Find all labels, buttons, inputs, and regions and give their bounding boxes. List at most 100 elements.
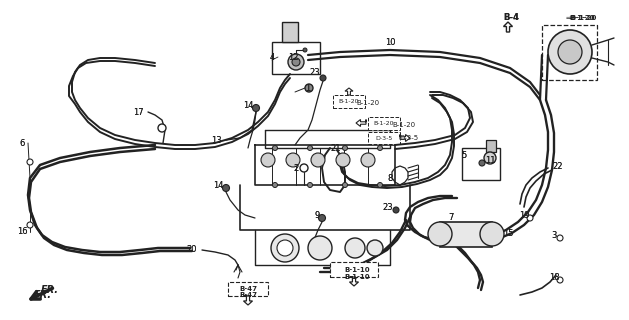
Circle shape <box>320 75 326 81</box>
Text: 2: 2 <box>293 164 299 172</box>
Text: 16: 16 <box>17 228 27 236</box>
Text: B-1-20: B-1-20 <box>392 122 416 128</box>
Circle shape <box>261 153 275 167</box>
Bar <box>272 42 320 74</box>
Circle shape <box>158 124 166 132</box>
Text: B-1-20: B-1-20 <box>357 100 379 106</box>
Bar <box>542 25 597 80</box>
Text: 18: 18 <box>548 274 559 283</box>
Circle shape <box>277 240 293 256</box>
Text: 21: 21 <box>331 143 342 153</box>
Bar <box>486 140 496 152</box>
Text: 14: 14 <box>243 100 253 109</box>
Polygon shape <box>345 88 353 95</box>
Circle shape <box>361 153 375 167</box>
Text: 3: 3 <box>551 230 557 239</box>
Text: 10: 10 <box>385 37 395 46</box>
Text: 14: 14 <box>213 180 223 189</box>
Circle shape <box>303 48 307 52</box>
Text: 21: 21 <box>331 143 342 153</box>
Text: 6: 6 <box>19 139 25 148</box>
Circle shape <box>377 182 382 188</box>
Bar <box>333 95 365 108</box>
Text: B-1-20: B-1-20 <box>374 121 394 125</box>
Text: B-4: B-4 <box>503 12 519 21</box>
Circle shape <box>557 235 563 241</box>
Circle shape <box>480 222 504 246</box>
Bar <box>228 282 268 296</box>
Circle shape <box>308 146 313 150</box>
Text: 14: 14 <box>213 180 223 189</box>
Text: 23: 23 <box>382 203 393 212</box>
Text: 23: 23 <box>309 68 320 76</box>
Bar <box>330 262 378 277</box>
Text: 12: 12 <box>287 52 298 61</box>
Text: 18: 18 <box>548 274 559 283</box>
Text: 13: 13 <box>211 135 221 145</box>
Text: 23: 23 <box>382 203 393 212</box>
Circle shape <box>305 84 313 92</box>
Text: 4: 4 <box>269 52 275 61</box>
Text: B-47: B-47 <box>239 292 257 298</box>
Circle shape <box>479 160 485 166</box>
Circle shape <box>311 153 325 167</box>
Text: 11: 11 <box>485 156 495 164</box>
Circle shape <box>343 182 347 188</box>
Text: 8: 8 <box>387 173 392 182</box>
Text: B-1-10: B-1-10 <box>344 274 370 280</box>
Text: 12: 12 <box>287 52 298 61</box>
Text: B-4: B-4 <box>503 12 519 21</box>
Circle shape <box>252 105 260 111</box>
Circle shape <box>308 236 332 260</box>
Circle shape <box>393 207 399 213</box>
Circle shape <box>27 159 33 165</box>
Text: 1: 1 <box>305 84 311 92</box>
Circle shape <box>318 214 325 221</box>
Circle shape <box>336 153 350 167</box>
Text: 5: 5 <box>462 150 467 159</box>
Circle shape <box>271 234 299 262</box>
Text: ⇒B-1-20: ⇒B-1-20 <box>565 15 597 21</box>
Circle shape <box>558 40 582 64</box>
Text: 15: 15 <box>503 228 513 237</box>
Text: B-1-20: B-1-20 <box>339 99 359 103</box>
Circle shape <box>527 215 533 221</box>
Polygon shape <box>503 22 513 32</box>
Circle shape <box>377 146 382 150</box>
Text: 9: 9 <box>314 211 320 220</box>
Circle shape <box>367 240 383 256</box>
Text: 6: 6 <box>19 139 25 148</box>
Text: 20: 20 <box>187 245 198 254</box>
Text: 4: 4 <box>269 52 275 61</box>
Text: 20: 20 <box>187 245 198 254</box>
Text: 14: 14 <box>243 100 253 109</box>
Circle shape <box>272 182 277 188</box>
Text: 1: 1 <box>305 84 311 92</box>
Text: 9: 9 <box>314 211 320 220</box>
Text: 19: 19 <box>519 211 529 220</box>
Text: 16: 16 <box>17 228 27 236</box>
Circle shape <box>288 54 304 70</box>
Text: D-3-5: D-3-5 <box>376 135 392 140</box>
Bar <box>440 222 492 247</box>
Text: 15: 15 <box>503 228 513 237</box>
Text: 13: 13 <box>211 135 221 145</box>
Circle shape <box>300 164 308 172</box>
Circle shape <box>343 146 347 150</box>
Circle shape <box>272 146 277 150</box>
Circle shape <box>484 152 496 164</box>
Circle shape <box>548 30 592 74</box>
Circle shape <box>557 277 563 283</box>
Text: D-3-5: D-3-5 <box>399 135 418 141</box>
Text: 10: 10 <box>385 37 395 46</box>
Text: 2: 2 <box>293 164 299 172</box>
Circle shape <box>428 222 452 246</box>
Bar <box>282 22 298 42</box>
Text: 22: 22 <box>553 162 563 171</box>
Text: 11: 11 <box>485 156 495 164</box>
Text: 3: 3 <box>551 230 557 239</box>
Text: B-1-10: B-1-10 <box>344 267 370 273</box>
Bar <box>462 148 500 180</box>
Circle shape <box>345 238 365 258</box>
Text: 22: 22 <box>553 162 563 171</box>
